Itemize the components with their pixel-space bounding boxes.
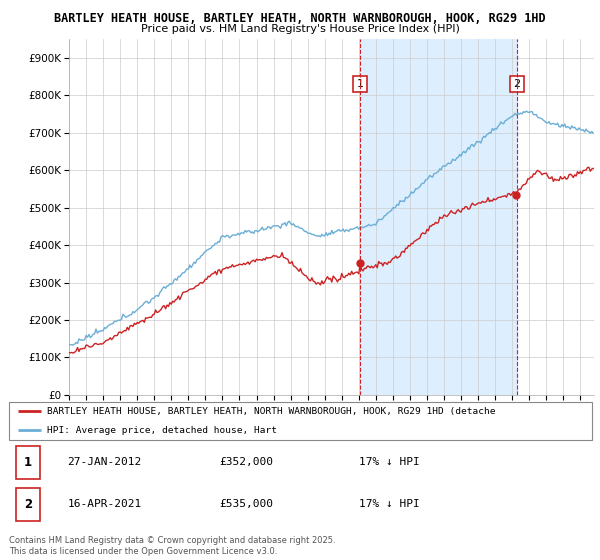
Text: 17% ↓ HPI: 17% ↓ HPI [359,458,419,468]
Text: 1: 1 [356,79,364,89]
FancyBboxPatch shape [16,488,40,521]
Text: 2: 2 [24,497,32,511]
Text: 17% ↓ HPI: 17% ↓ HPI [359,499,419,509]
Text: BARTLEY HEATH HOUSE, BARTLEY HEATH, NORTH WARNBOROUGH, HOOK, RG29 1HD: BARTLEY HEATH HOUSE, BARTLEY HEATH, NORT… [54,12,546,25]
Text: 27-JAN-2012: 27-JAN-2012 [67,458,142,468]
Text: £535,000: £535,000 [219,499,273,509]
FancyBboxPatch shape [16,446,40,479]
Text: HPI: Average price, detached house, Hart: HPI: Average price, detached house, Hart [47,426,277,435]
Text: £352,000: £352,000 [219,458,273,468]
Text: 2: 2 [514,79,521,89]
Text: 1: 1 [24,456,32,469]
Text: Contains HM Land Registry data © Crown copyright and database right 2025.
This d: Contains HM Land Registry data © Crown c… [9,536,335,556]
Text: 16-APR-2021: 16-APR-2021 [67,499,142,509]
Bar [360,39,517,395]
Text: BARTLEY HEATH HOUSE, BARTLEY HEATH, NORTH WARNBOROUGH, HOOK, RG29 1HD (detache: BARTLEY HEATH HOUSE, BARTLEY HEATH, NORT… [47,407,496,416]
Text: Price paid vs. HM Land Registry's House Price Index (HPI): Price paid vs. HM Land Registry's House … [140,24,460,34]
